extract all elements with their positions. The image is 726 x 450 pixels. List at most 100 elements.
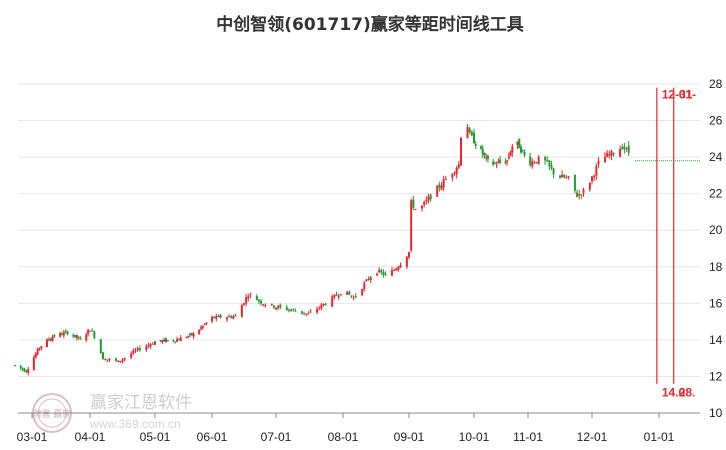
candle-body [550,165,553,169]
x-tick-label: 01-01 [644,430,675,444]
y-tick-label: 18 [709,260,723,274]
candle-body [442,179,445,188]
candle-body [300,311,303,314]
candle-body [279,304,282,308]
candle-body [578,194,581,196]
candle-body [99,339,102,354]
candle-body [610,150,613,156]
candle-body [136,348,139,351]
candle-body [166,340,169,342]
candle-body [309,311,312,313]
x-tick-label: 03-01 [17,430,48,444]
candle-body [331,296,334,307]
candle-body [305,313,308,315]
candle-body [529,156,532,165]
candlestick-series [14,123,700,376]
candle-body [36,348,39,355]
candle-body [176,339,179,342]
candle-body [23,368,26,372]
candle-body [38,347,41,349]
candle-body [228,316,231,318]
candle-body [285,307,288,311]
candle-body [165,338,168,342]
candle-body [145,346,148,350]
candle-body [264,304,267,306]
candle-body [552,168,555,175]
candle-body [497,161,500,164]
candle-body [399,265,402,268]
candle-body [320,304,323,309]
candle-body [506,160,509,163]
candle-body [429,194,432,200]
candle-body [277,306,280,309]
candle-body [199,327,202,329]
watermark-url: www.369.com.cn [89,417,181,431]
time-marker-date: 01- [679,88,696,102]
candle-body [134,350,137,352]
candle-body [457,164,460,168]
candle-body [51,336,54,341]
candle-body [115,358,117,361]
candle-body [119,361,122,363]
candle-body [74,335,77,337]
candle-body [130,353,133,358]
candle-body [172,340,175,342]
candle-body [147,344,150,347]
candle-body [339,294,342,296]
candle-body [350,295,353,297]
candle-body [493,162,496,164]
candle-body [438,184,441,188]
candle-body [580,194,583,196]
candle-body [215,315,218,319]
candle-body [151,343,154,345]
y-tick-label: 22 [709,187,723,201]
x-tick-label: 09-01 [394,430,425,444]
y-tick-label: 26 [709,114,723,128]
candle-body [14,365,17,367]
candle-body [230,316,233,318]
candle-body [292,308,295,310]
candle-body [365,279,368,282]
candle-body [573,174,576,191]
candle-body [518,138,521,149]
candle-body [163,339,166,342]
candle-body [427,196,430,201]
candle-body [468,128,471,133]
candle-body [225,317,228,320]
x-tick-label: 08-01 [328,430,359,444]
candle-body [603,156,606,163]
candle-body [62,332,65,336]
candle-body [255,296,258,301]
candle-body [627,145,630,154]
candle-body [247,296,250,299]
candle-body [382,271,385,276]
candle-body [561,174,564,178]
candle-body [507,156,510,159]
y-tick-label: 20 [709,223,723,237]
candle-body [138,348,141,351]
candle-body [612,153,615,155]
candle-body [53,335,56,337]
candle-body [303,312,306,314]
candle-body [333,294,336,298]
candle-body [421,205,423,209]
candle-body [234,315,237,317]
candle-body [243,303,245,305]
candle-body [272,305,275,308]
candle-body [451,173,454,178]
candle-body [34,353,37,358]
candle-body [408,252,410,258]
candle-body [470,131,473,136]
candle-body [201,325,204,329]
candle-body [174,341,177,343]
candle-body [623,146,626,150]
candle-body [232,316,235,319]
y-tick-label: 24 [709,150,723,164]
candle-body [591,176,593,182]
candle-body [523,152,526,156]
candle-body [89,330,91,332]
time-marker-value: 28. [679,386,696,400]
candle-body [537,157,540,164]
candle-body [27,369,30,373]
candle-body [509,152,512,156]
